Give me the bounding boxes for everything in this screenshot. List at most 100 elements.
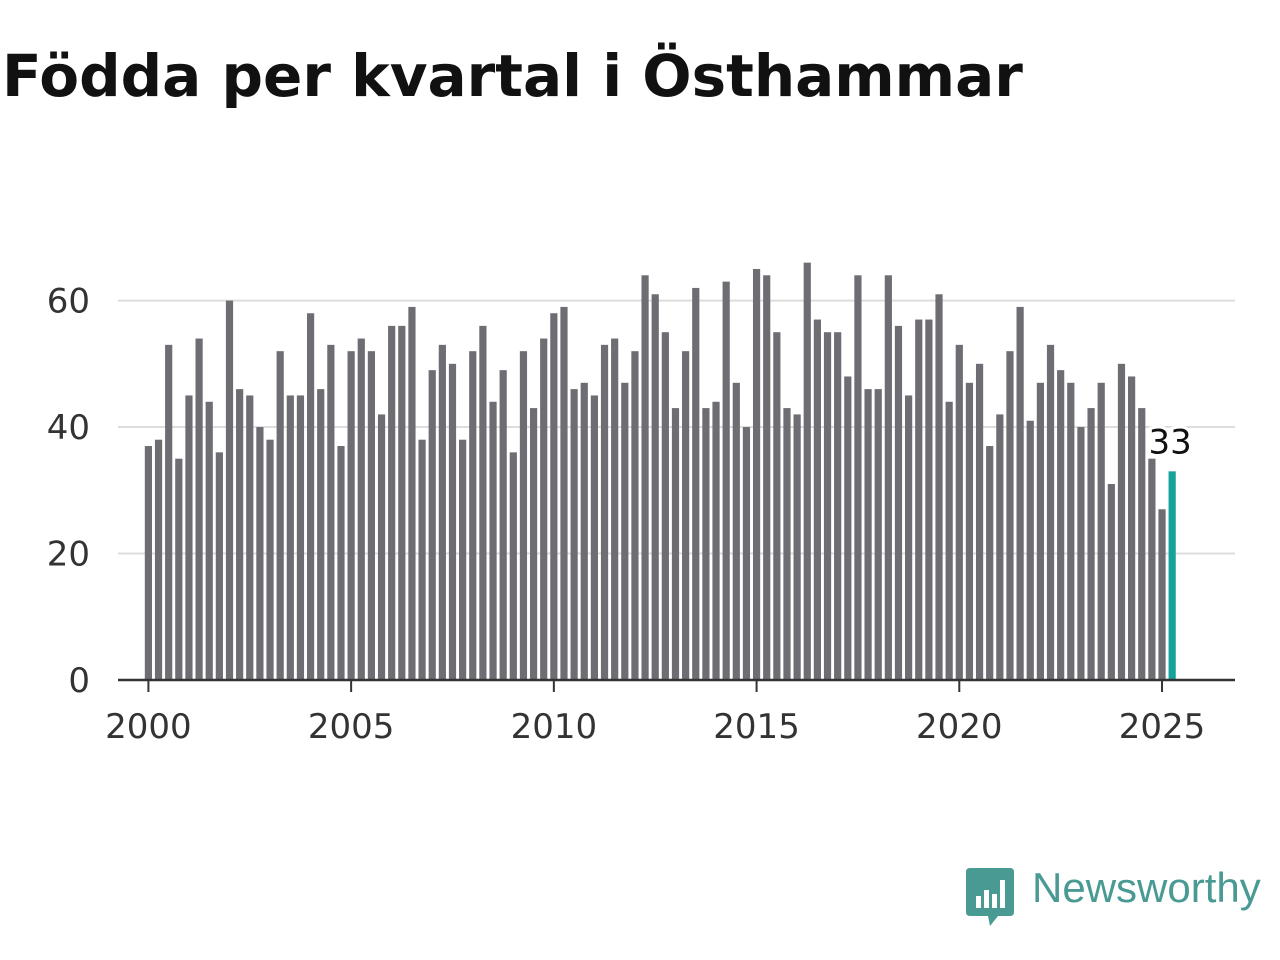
highlight-value-label: 33: [1149, 422, 1192, 462]
bar: [479, 325, 487, 680]
x-tick-label: 2005: [308, 707, 395, 747]
bar: [327, 344, 335, 680]
bar: [438, 344, 446, 680]
bar: [671, 408, 680, 680]
bar: [246, 395, 254, 680]
bar: [1067, 382, 1075, 680]
x-tick-label: 2020: [916, 707, 1003, 747]
bars: [144, 262, 1176, 680]
bar: [1158, 509, 1166, 680]
bar: [844, 376, 852, 680]
bar: [1107, 483, 1115, 680]
bar: [347, 351, 355, 680]
bar: [377, 414, 386, 680]
bar: [1128, 376, 1136, 680]
bar: [509, 452, 517, 680]
bar: [641, 275, 649, 680]
x-tick-label: 2025: [1119, 707, 1206, 747]
bar: [266, 439, 274, 680]
bar: [560, 306, 568, 680]
bar: [722, 281, 730, 680]
bar: [702, 408, 710, 680]
bar: [874, 389, 882, 680]
bar: [1087, 408, 1095, 680]
bar: [712, 401, 720, 680]
bar: [225, 300, 234, 680]
bar: [803, 262, 811, 680]
bar: [256, 427, 264, 680]
bar: [428, 370, 436, 680]
bar: [1097, 382, 1105, 680]
bar: [854, 275, 862, 680]
bar: [570, 389, 578, 680]
bar: [986, 446, 994, 680]
bar: [793, 414, 801, 680]
bar: [925, 319, 933, 680]
bar: [165, 344, 173, 680]
highlight-bar: [1168, 471, 1176, 680]
bar: [763, 275, 771, 680]
bar: [935, 294, 943, 680]
bar: [144, 446, 153, 680]
x-tick-label: 2010: [511, 707, 598, 747]
bar: [529, 408, 538, 680]
bar: [834, 332, 842, 680]
bar: [894, 325, 903, 680]
bar: [955, 344, 963, 680]
bar: [1077, 427, 1085, 680]
chart-title: Födda per kvartal i Östhammar: [2, 42, 1023, 110]
bar: [692, 287, 700, 680]
bar: [357, 338, 365, 680]
bar: [459, 439, 467, 680]
bar: [580, 382, 588, 680]
bar: [175, 458, 183, 680]
bar: [550, 313, 558, 680]
bar: [398, 325, 406, 680]
bar: [388, 325, 396, 680]
bar: [1046, 344, 1055, 680]
bar: [1036, 382, 1044, 680]
bar: [773, 332, 781, 680]
bar: [661, 332, 669, 680]
bar: [448, 363, 457, 680]
bar: [205, 401, 213, 680]
bar: [286, 395, 294, 680]
bar: [1026, 420, 1034, 680]
brand-name: Newsworthy: [1032, 864, 1261, 911]
bar: [1138, 408, 1146, 680]
newsworthy-logo-icon: [966, 868, 1014, 926]
bar: [236, 389, 244, 680]
bar: [1148, 458, 1156, 680]
bar: [1016, 306, 1024, 680]
bar: [317, 389, 325, 680]
bar: [215, 452, 223, 680]
bar: [519, 351, 528, 680]
tick-labels: 0 20 40 60 33 2000 2005 2010 2015 2020 2025: [47, 282, 1206, 747]
bar: [965, 382, 974, 680]
bar: [813, 319, 821, 680]
bar: [499, 370, 507, 680]
x-tick-label: 2000: [105, 707, 192, 747]
bar: [276, 351, 284, 680]
bar: [631, 351, 639, 680]
y-tick-label: 40: [47, 408, 90, 448]
y-tick-label: 20: [47, 535, 90, 575]
y-tick-label: 60: [47, 282, 90, 322]
bar: [590, 395, 598, 680]
bar: [1006, 351, 1014, 680]
bar: [418, 439, 426, 680]
bar: [1117, 363, 1126, 680]
bar: [306, 313, 315, 680]
bar: [611, 338, 619, 680]
bar: [823, 332, 832, 680]
bar: [783, 408, 791, 680]
bar: [600, 344, 609, 680]
bar: [975, 363, 984, 680]
bar: [905, 395, 913, 680]
bar: [296, 395, 305, 680]
bar: [1057, 370, 1065, 680]
bar: [742, 427, 751, 680]
y-tick-label: 0: [68, 661, 90, 701]
bar: [884, 275, 892, 680]
